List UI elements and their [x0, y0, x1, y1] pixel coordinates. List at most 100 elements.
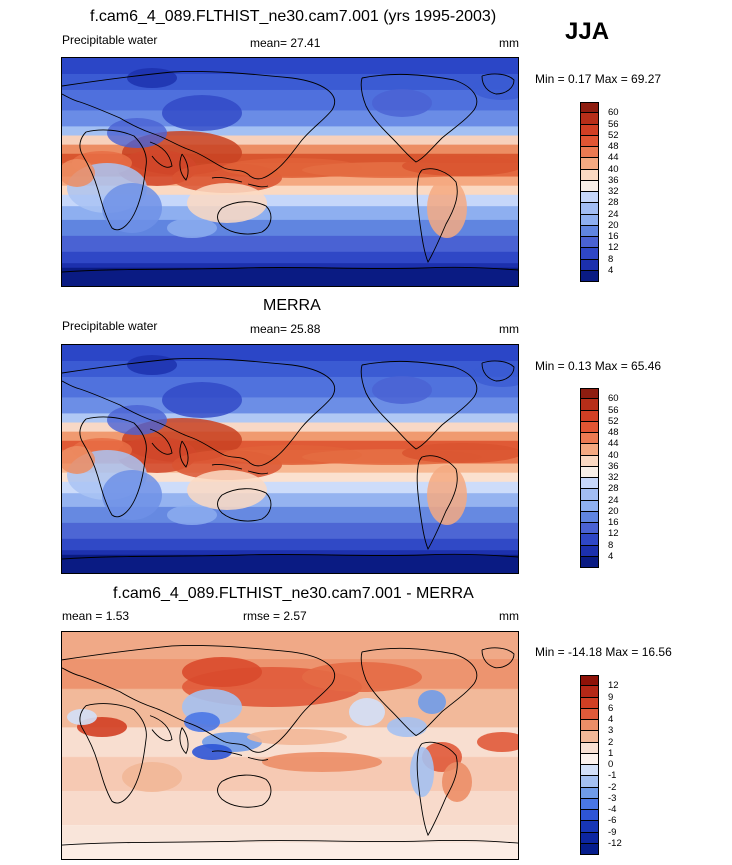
colorbar-tick-label: 12: [608, 680, 619, 692]
colorbar-cell: [580, 832, 599, 844]
colorbar-cell: [580, 787, 599, 799]
colorbar-tick-label: 9: [608, 691, 614, 703]
panel3-unit-label: mm: [499, 609, 519, 623]
colorbar-tick-label: 32: [608, 186, 619, 197]
panel2-title: MERRA: [263, 297, 321, 314]
colorbar-tick-label: -12: [608, 837, 622, 849]
colorbar-cell: [580, 843, 599, 855]
colorbar-tick-label: 36: [608, 174, 619, 186]
panel1-minmax-label: Min = 0.17 Max = 69.27: [535, 72, 662, 86]
colorbar-cell: [580, 720, 599, 732]
colorbar-cell: [580, 113, 599, 125]
colorbar-tick-label: 48: [608, 141, 619, 152]
colorbar-tick-label: 52: [608, 415, 619, 427]
panel2-map: [61, 344, 519, 574]
colorbar-tick-label: 40: [608, 163, 619, 175]
colorbar-tick-label: -3: [608, 792, 617, 804]
colorbar-cell: [580, 523, 599, 535]
colorbar-cell: [580, 697, 599, 709]
colorbar-cell: [580, 169, 599, 181]
colorbar-cell: [580, 203, 599, 215]
colorbar-tick-label: 2: [608, 736, 614, 748]
colorbar-cell: [580, 742, 599, 754]
colorbar-tick-label: -6: [608, 815, 617, 827]
panel2-unit-label: mm: [499, 322, 519, 336]
colorbar-tick-label: 3: [608, 725, 614, 737]
season-label: JJA: [565, 18, 610, 45]
panel3-colorbar: 12 9 6 4 3 2 1 0 -1 -2 -3 -4 -6 -9 -12: [580, 675, 630, 855]
colorbar-cell: [580, 466, 599, 478]
colorbar-tick-label: 1: [608, 747, 614, 759]
colorbar-cell: [580, 821, 599, 833]
panel2-colorbar: 60 56 52 48 44 40 36 32 28 24 20 16 12 8 4: [580, 388, 630, 568]
colorbar-cell: [580, 237, 599, 249]
colorbar-cell: [580, 421, 599, 433]
colorbar-tick-label: 8: [608, 539, 614, 551]
colorbar-tick-label: 20: [608, 219, 619, 231]
colorbar-tick-label: 4: [608, 714, 614, 725]
colorbar-tick-label: 36: [608, 460, 619, 472]
colorbar-cell: [580, 410, 599, 422]
colorbar-cell: [580, 545, 599, 557]
colorbar-cell: [580, 511, 599, 523]
colorbar-tick-label: 28: [608, 483, 619, 495]
coastlines: [62, 644, 518, 846]
map-field: [62, 58, 518, 286]
panel2-mean-label: mean= 25.88: [250, 322, 321, 336]
colorbar-tick-label: 4: [608, 264, 614, 276]
map-field: [62, 632, 518, 859]
panel1-colorbar: 60 56 52 48 44 40 36 32 28 24 20 16 12 8 4: [580, 102, 630, 282]
colorbar-cell: [580, 675, 599, 687]
panel1-variable-label: Precipitable water: [62, 33, 158, 47]
colorbar-tick-label: -9: [608, 826, 617, 838]
colorbar-cell: [580, 147, 599, 159]
colorbar-tick-label: 52: [608, 129, 619, 141]
colorbar-tick-label: 32: [608, 472, 619, 483]
colorbar-tick-label: 6: [608, 702, 614, 714]
colorbar-tick-label: 48: [608, 427, 619, 438]
panel1-map: [61, 57, 519, 287]
colorbar-tick-label: 40: [608, 449, 619, 461]
colorbar-tick-label: 8: [608, 253, 614, 265]
colorbar-tick-label: 44: [608, 438, 619, 450]
panel3-title: f.cam6_4_089.FLTHIST_ne30.cam7.001 - MER…: [113, 585, 474, 602]
colorbar-tick-label: 56: [608, 118, 619, 130]
panel3-map: [61, 631, 519, 860]
colorbar-cell: [580, 192, 599, 204]
map-field: [62, 345, 518, 573]
colorbar-cell: [580, 270, 599, 282]
colorbar-cell: [580, 433, 599, 445]
colorbar-cell: [580, 708, 599, 720]
colorbar-cell: [580, 534, 599, 546]
colorbar-cell: [580, 731, 599, 743]
colorbar-tick-label: 12: [608, 528, 619, 540]
panel2-minmax-label: Min = 0.13 Max = 65.46: [535, 359, 662, 373]
panel3-rmse-label: rmse = 2.57: [243, 609, 307, 623]
colorbar-cell: [580, 686, 599, 698]
colorbar-cell: [580, 444, 599, 456]
colorbar-cell: [580, 399, 599, 411]
colorbar-cell: [580, 388, 599, 400]
colorbar-tick-label: 56: [608, 404, 619, 416]
colorbar-tick-label: 60: [608, 393, 619, 405]
panel1-title: f.cam6_4_089.FLTHIST_ne30.cam7.001 (yrs …: [90, 8, 497, 25]
colorbar-tick-label: 20: [608, 505, 619, 517]
colorbar-cell: [580, 478, 599, 490]
panel3-minmax-label: Min = -14.18 Max = 16.56: [535, 645, 672, 659]
colorbar-cell: [580, 753, 599, 765]
colorbar-tick-label: -1: [608, 770, 617, 782]
colorbar-cell: [580, 810, 599, 822]
colorbar-tick-label: 24: [608, 208, 619, 220]
panel1-unit-label: mm: [499, 36, 519, 50]
colorbar-tick-label: 16: [608, 231, 619, 242]
coastlines: [62, 358, 518, 560]
colorbar-cell: [580, 500, 599, 512]
colorbar-tick-label: 4: [608, 550, 614, 562]
colorbar-cell: [580, 556, 599, 568]
colorbar-tick-label: -4: [608, 804, 617, 815]
colorbar-cell: [580, 124, 599, 136]
colorbar-cell: [580, 180, 599, 192]
colorbar-cell: [580, 102, 599, 114]
colorbar-cell: [580, 214, 599, 226]
colorbar-cell: [580, 798, 599, 810]
